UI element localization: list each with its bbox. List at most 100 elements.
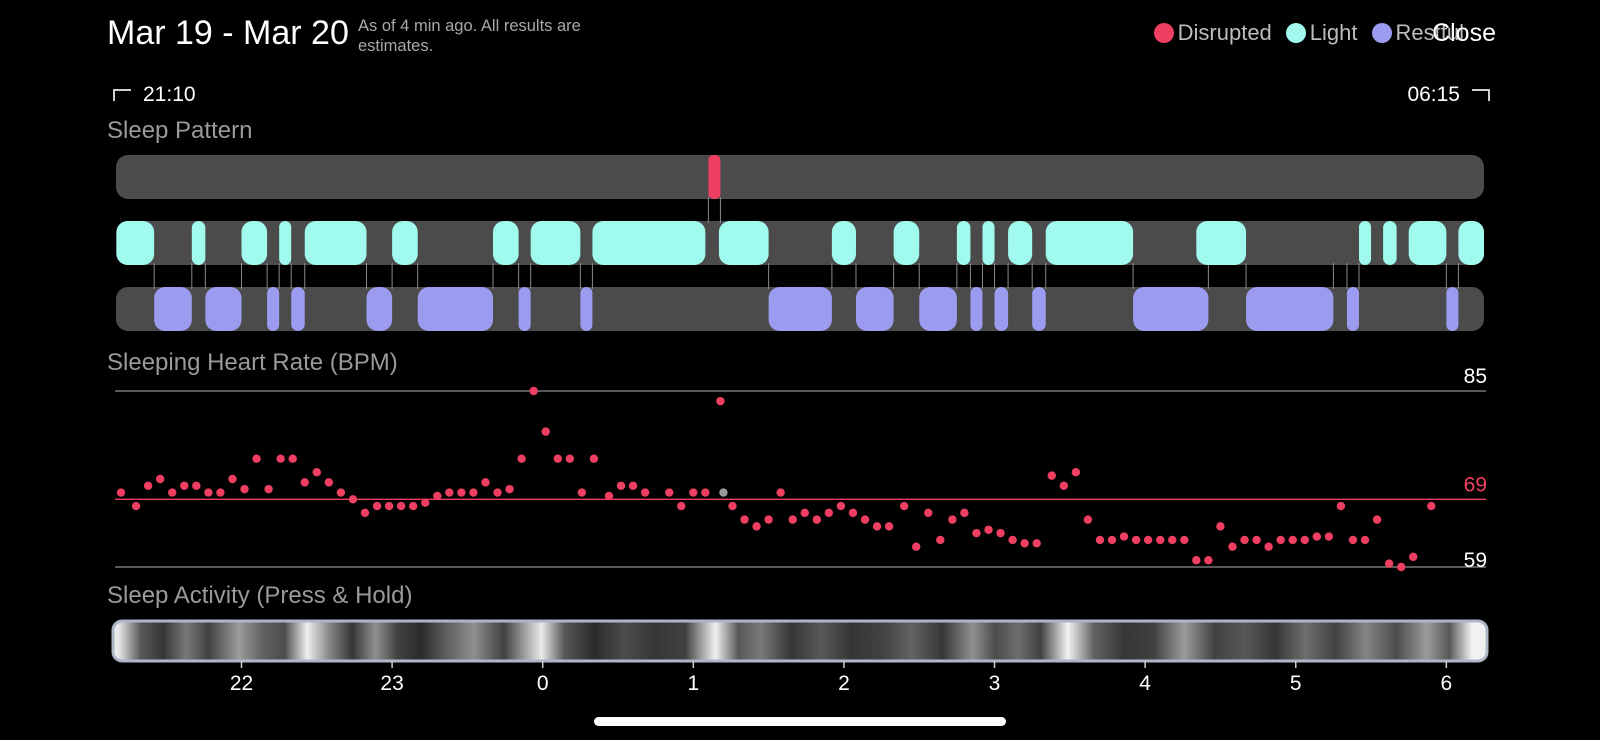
hr-point: [1300, 535, 1309, 545]
lane-light-track: [116, 221, 1484, 265]
hr-point: [1360, 535, 1370, 545]
activity-strip: [111, 619, 1489, 663]
hr-point: [1119, 532, 1129, 541]
hr-point: [701, 488, 710, 497]
segment-light: [592, 221, 706, 265]
hr-point: [312, 468, 322, 477]
hr-point: [1228, 542, 1237, 551]
hr-point: [336, 488, 346, 497]
hr-point: [788, 515, 797, 524]
hr-point: [155, 474, 165, 484]
hr-point: [752, 522, 761, 531]
segment-restful: [768, 287, 832, 331]
hr-point: [1155, 535, 1165, 545]
hr-point: [1095, 535, 1105, 545]
segment-light: [1458, 221, 1484, 265]
hr-point: [824, 508, 834, 518]
hr-point: [1252, 535, 1261, 545]
hr-point: [589, 454, 599, 463]
hr-point: [445, 488, 454, 497]
segment-restful: [154, 287, 192, 331]
hr-point: [348, 495, 358, 504]
hr-point: [1288, 535, 1297, 545]
hr-point: [517, 454, 526, 463]
segment-restful: [267, 287, 280, 331]
hr-point: [628, 481, 638, 490]
hr-point: [204, 488, 213, 497]
hr-point: [131, 501, 141, 511]
heart-rate-chart: 85 69 59: [115, 365, 1487, 572]
hr-point: [924, 508, 933, 518]
hr-point: [252, 454, 261, 463]
hr-point: [1083, 515, 1093, 524]
hr-point: [433, 491, 442, 501]
hr-point: [240, 484, 249, 494]
legend-item-restful: Restful: [1371, 20, 1464, 46]
reference-label: 85: [1464, 365, 1487, 388]
tick-label: 3: [989, 672, 1001, 695]
hr-point: [481, 478, 490, 487]
hr-point: [836, 501, 846, 511]
hr-point: [384, 501, 394, 511]
hr-point: [1384, 559, 1394, 568]
activity-title: Sleep Activity (Press & Hold): [107, 582, 413, 609]
segment-light: [530, 221, 581, 265]
segment-restful: [855, 287, 894, 331]
hr-point: [1008, 535, 1017, 545]
close-button[interactable]: Close: [1432, 19, 1496, 47]
hr-point: [936, 535, 945, 545]
hr-point: [616, 481, 626, 490]
home-indicator[interactable]: [594, 717, 1006, 726]
hr-point: [1216, 522, 1225, 531]
segment-light: [1383, 221, 1397, 265]
segment-restful: [1032, 287, 1046, 331]
hr-point: [1427, 501, 1436, 511]
segment-restful: [1246, 287, 1334, 331]
hr-point-highlight: [719, 488, 728, 497]
segment-light: [493, 221, 519, 265]
hr-point: [800, 508, 809, 518]
hr-point: [884, 522, 894, 531]
hr-point: [640, 488, 650, 497]
tick-label: 22: [230, 672, 253, 695]
hr-point: [1107, 535, 1117, 545]
segment-restful: [580, 287, 593, 331]
hr-point: [740, 515, 749, 524]
legend-label: Light: [1309, 20, 1358, 45]
hr-point: [408, 501, 418, 511]
sleep-activity-chart[interactable]: 22 23 0 1 2 3 4 5 6: [111, 619, 1489, 695]
hr-point: [812, 515, 822, 524]
heart-rate-title: Sleeping Heart Rate (BPM): [107, 349, 398, 376]
segment-light: [191, 221, 206, 265]
segment-light: [1045, 221, 1134, 265]
segment-restful: [366, 287, 393, 331]
segment-light: [956, 221, 971, 265]
hr-point: [1020, 539, 1029, 548]
segment-light: [392, 221, 418, 265]
hr-point: [360, 508, 370, 518]
hr-point: [1409, 552, 1418, 562]
hr-point: [565, 454, 575, 463]
tick-label: 2: [838, 672, 850, 695]
segment-light: [1196, 221, 1247, 265]
segment-restful: [518, 287, 531, 331]
hr-point: [300, 478, 309, 487]
tick-label: 0: [537, 672, 549, 695]
segment-restful: [205, 287, 242, 331]
hr-point: [872, 522, 882, 531]
hr-point: [677, 501, 686, 511]
segment-restful: [994, 287, 1009, 331]
date-range-title: Mar 19 - Mar 20: [107, 14, 349, 52]
tick-label: 5: [1290, 672, 1302, 695]
legend-item-disrupted: Disrupted: [1153, 20, 1272, 46]
segment-light: [1408, 221, 1447, 265]
hr-point: [324, 478, 334, 487]
hr-point: [912, 542, 921, 551]
segment-restful: [1133, 287, 1209, 331]
hr-point: [143, 481, 153, 490]
hr-point: [469, 488, 478, 497]
tick-label: 23: [380, 672, 403, 695]
bracket-left-icon: [113, 89, 131, 101]
tick-label: 6: [1441, 672, 1453, 695]
